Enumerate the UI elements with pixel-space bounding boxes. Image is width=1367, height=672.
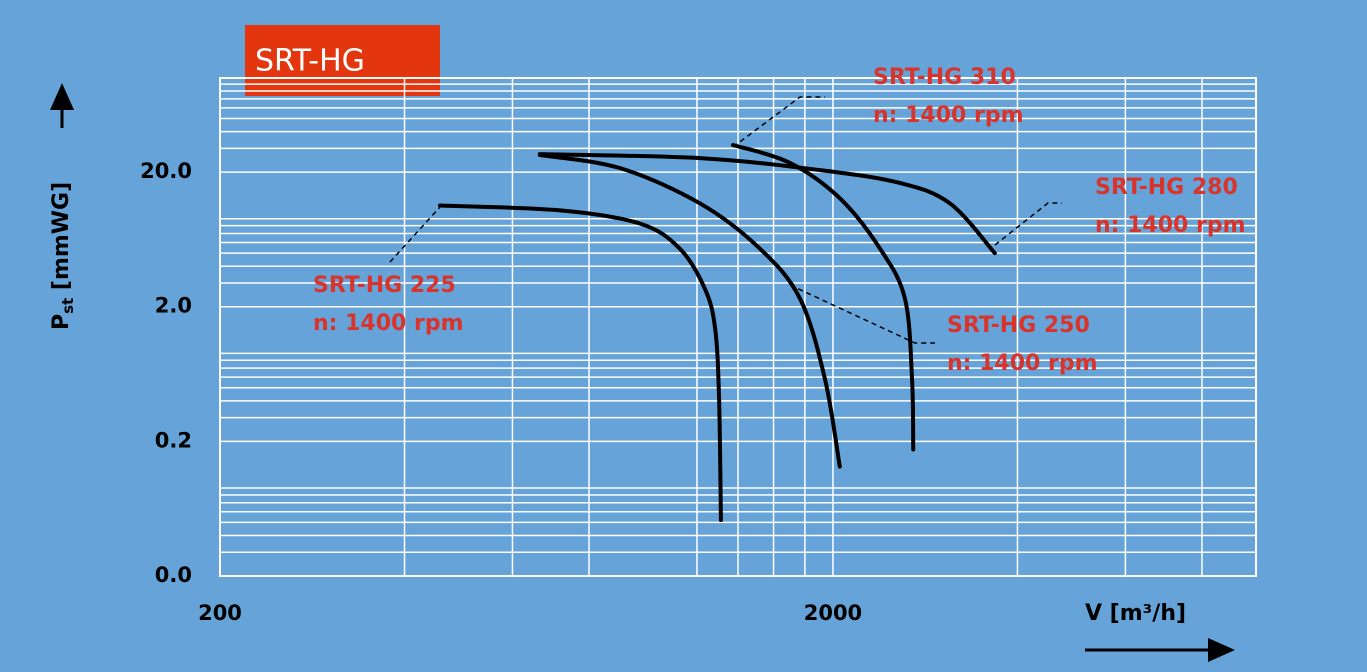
- leader-line: [732, 96, 825, 148]
- y-tick-label: 20.0: [140, 159, 192, 183]
- y-tick-label: 2.0: [155, 294, 192, 318]
- plot: SRT-HG 225 n: 1400 rpm SRT-HG 250 n: 1400 r…: [313, 65, 1246, 523]
- leader-line: [789, 284, 935, 344]
- curve: [437, 203, 723, 523]
- speed-label: n: 1400 rpm: [947, 351, 1098, 376]
- y-tick-label: 0.0: [155, 563, 192, 587]
- speed-label: n: 1400 rpm: [1095, 213, 1246, 238]
- series-label: SRT-HG 225: [313, 273, 456, 298]
- curve: [537, 152, 842, 469]
- series-label: SRT-HG 250: [947, 313, 1090, 338]
- speed-label: n: 1400 rpm: [313, 311, 464, 336]
- leader-line: [994, 202, 1062, 246]
- series-label: SRT-HG 310: [873, 65, 1016, 90]
- plot-frame: [219, 77, 1257, 577]
- chart-title: SRT-HG: [255, 44, 365, 79]
- curve: [537, 152, 997, 256]
- y-axis-label: Pst [mmWG]: [49, 182, 77, 330]
- x-axis-label: V [m³/h]: [1085, 601, 1186, 626]
- x-tick-label: 200: [198, 601, 242, 625]
- svg-text:Pst [mmWG]: Pst [mmWG]: [49, 182, 77, 330]
- y-label-sub: st: [59, 298, 77, 314]
- leader-line: [389, 206, 441, 263]
- curve: [731, 142, 916, 452]
- y-label-main: P: [49, 314, 74, 330]
- grid: [219, 77, 1257, 577]
- y-tick-label: 0.2: [155, 428, 192, 452]
- y-label-rest: [mmWG]: [49, 182, 74, 298]
- x-tick-label: 2000: [804, 601, 862, 625]
- speed-label: n: 1400 rpm: [873, 103, 1024, 128]
- series-label: SRT-HG 280: [1095, 175, 1238, 200]
